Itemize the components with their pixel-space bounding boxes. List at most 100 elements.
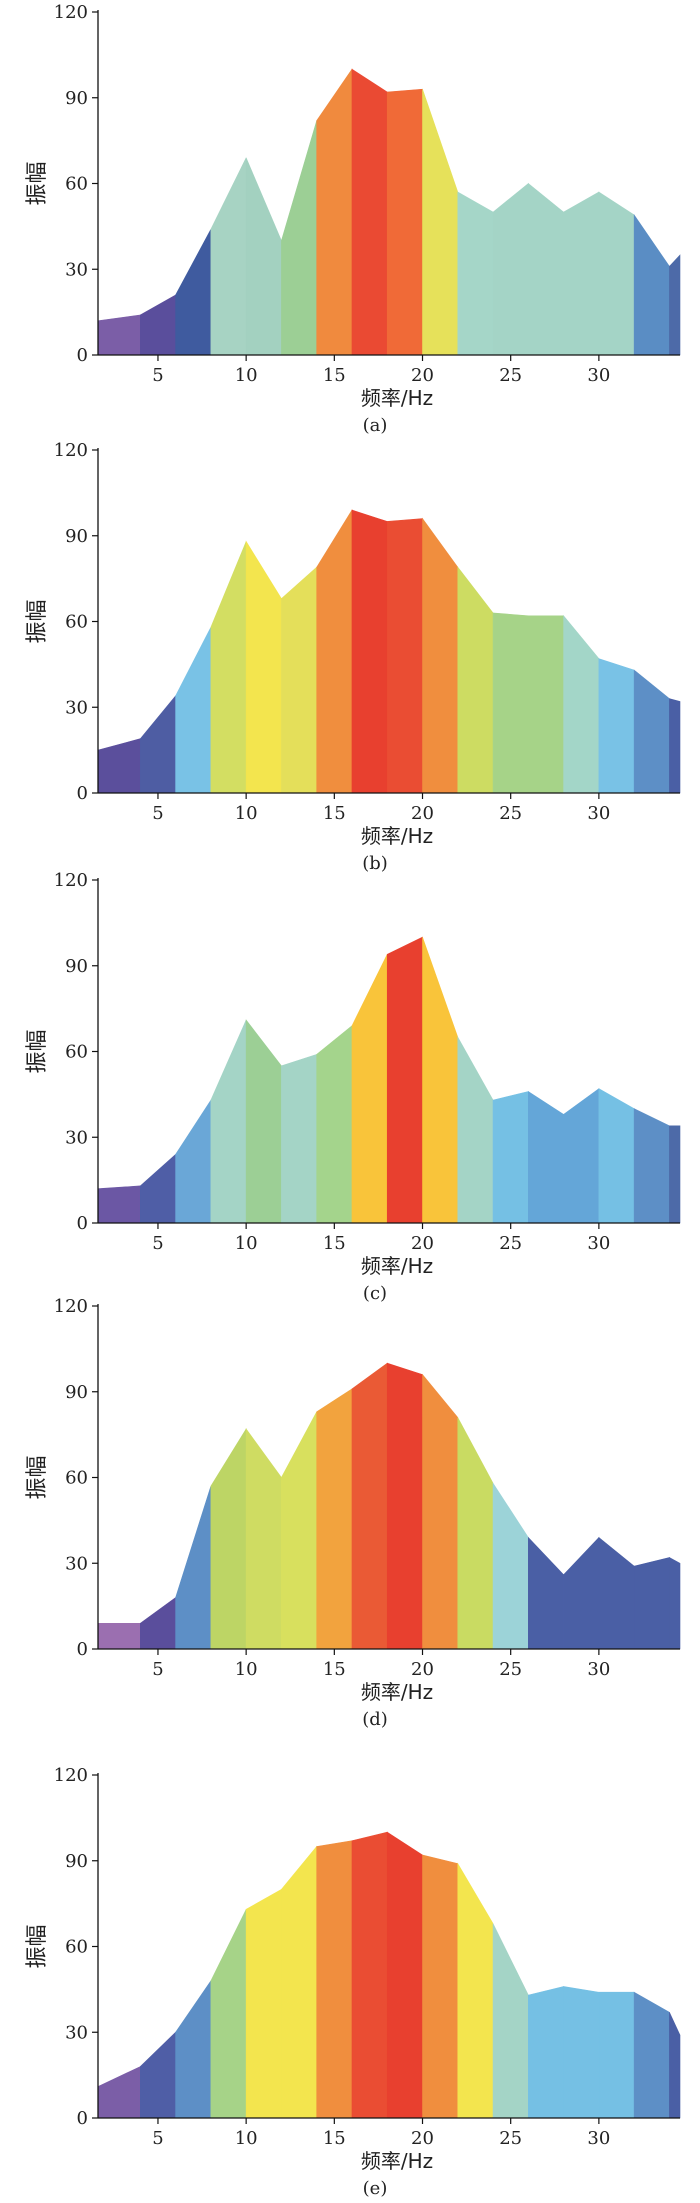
area-segment [281, 120, 317, 356]
y-tick-label: 120 [54, 1296, 88, 1317]
y-tick-label: 60 [65, 1468, 88, 1489]
x-tick-label: 10 [235, 1233, 258, 1254]
x-tick-label: 20 [411, 2128, 434, 2149]
area-segment [281, 566, 317, 794]
area-segment [528, 1090, 564, 1224]
area-segment [316, 1840, 353, 2119]
x-tick-label: 20 [411, 1659, 434, 1680]
area-segment [528, 615, 564, 794]
area-segment [598, 1088, 635, 1224]
area-segment [97, 1185, 141, 1224]
area-segment [492, 1091, 529, 1224]
area-segment [386, 88, 423, 356]
y-tick-label: 0 [77, 1213, 88, 1234]
y-tick-label: 30 [65, 259, 88, 280]
chart-panel-d: 0 30 60 90 120 5 10 15 20 25 30 频率/Hz (d) 振幅 [25, 1296, 681, 1730]
area-segment [351, 1362, 388, 1650]
area-segment [140, 2031, 176, 2119]
area-segment [97, 314, 141, 356]
area-segments [97, 1362, 681, 1650]
area-segments [97, 1831, 681, 2119]
area-segment [386, 1831, 423, 2119]
x-tick-label: 30 [587, 1659, 610, 1680]
area-segment [351, 1831, 388, 2119]
area-segment [245, 1427, 282, 1650]
y-tick-label: 120 [54, 2, 88, 23]
x-axis-label: 频率/Hz [361, 1254, 433, 1278]
x-tick-label: 20 [411, 803, 434, 824]
area-segment [563, 1088, 600, 1224]
x-tick-label: 10 [235, 365, 258, 386]
area-segment [528, 1986, 564, 2119]
area-segment [422, 517, 459, 794]
x-tick-label: 25 [499, 1233, 522, 1254]
area-segment [210, 1019, 247, 1224]
area-segment [210, 541, 247, 794]
area-segment [140, 694, 176, 794]
area-segment [422, 937, 459, 1224]
area-segment [669, 2012, 681, 2119]
x-tick-label: 5 [152, 2128, 163, 2149]
y-tick-label: 90 [65, 88, 88, 109]
y-tick-label: 0 [77, 1639, 88, 1660]
x-tick-label: 5 [152, 365, 163, 386]
area-segment [97, 738, 141, 794]
area-segment [245, 1019, 282, 1224]
area-segment [633, 213, 670, 356]
area-segment [492, 612, 529, 794]
area-segment [669, 1557, 681, 1650]
y-tick-label: 120 [54, 440, 88, 461]
x-tick-label: 10 [235, 2128, 258, 2149]
y-tick-label: 60 [65, 1042, 88, 1063]
y-tick-label: 60 [65, 1937, 88, 1958]
area-segment [492, 1482, 529, 1650]
area-segment [598, 1991, 635, 2119]
area-segment [316, 68, 353, 356]
y-tick-label: 30 [65, 697, 88, 718]
area-segment [528, 1536, 564, 1650]
x-tick-label: 30 [587, 803, 610, 824]
area-segment [210, 157, 247, 356]
x-tick-label: 10 [235, 803, 258, 824]
y-axis-label: 振幅 [25, 1924, 50, 1968]
area-segment [422, 89, 459, 356]
x-tick-label: 25 [499, 803, 522, 824]
area-segment [281, 1053, 317, 1224]
area-segment [386, 1362, 423, 1650]
panel-caption: (c) [363, 1283, 387, 1304]
area-segment [97, 1622, 141, 1650]
area-segment [245, 157, 282, 356]
area-segment [598, 191, 635, 356]
area-segment [669, 698, 681, 794]
area-segment [457, 1036, 494, 1224]
area-segment [386, 936, 423, 1224]
y-tick-label: 120 [54, 1765, 88, 1786]
y-tick-label: 60 [65, 174, 88, 195]
area-segments [97, 508, 681, 794]
area-segment [422, 1854, 459, 2119]
x-tick-label: 15 [323, 1659, 346, 1680]
x-axis-label: 频率/Hz [361, 824, 433, 848]
area-segment [563, 1986, 600, 2119]
y-tick-label: 60 [65, 612, 88, 633]
y-tick-label: 120 [54, 870, 88, 891]
x-tick-label: 25 [499, 2128, 522, 2149]
area-segment [457, 191, 494, 356]
area-segment [563, 191, 600, 356]
area-segment [210, 1427, 247, 1650]
x-tick-label: 15 [323, 803, 346, 824]
area-segments [97, 936, 681, 1224]
chart-panel-e: 0 30 60 90 120 5 10 15 20 25 30 频率/Hz (e) 振幅 [25, 1765, 681, 2199]
panel-caption: (e) [363, 2178, 388, 2199]
x-tick-label: 30 [587, 1233, 610, 1254]
area-segment [140, 294, 176, 356]
x-tick-label: 5 [152, 1233, 163, 1254]
area-segment [316, 1025, 353, 1224]
chart-panel-c: 0 30 60 90 120 5 10 15 20 25 30 频率/Hz (c) 振幅 [25, 870, 681, 1304]
x-tick-label: 10 [235, 1659, 258, 1680]
area-segment [457, 1862, 494, 2119]
area-segment [457, 1417, 494, 1650]
area-segment [563, 1536, 600, 1650]
area-segment [210, 1909, 247, 2119]
